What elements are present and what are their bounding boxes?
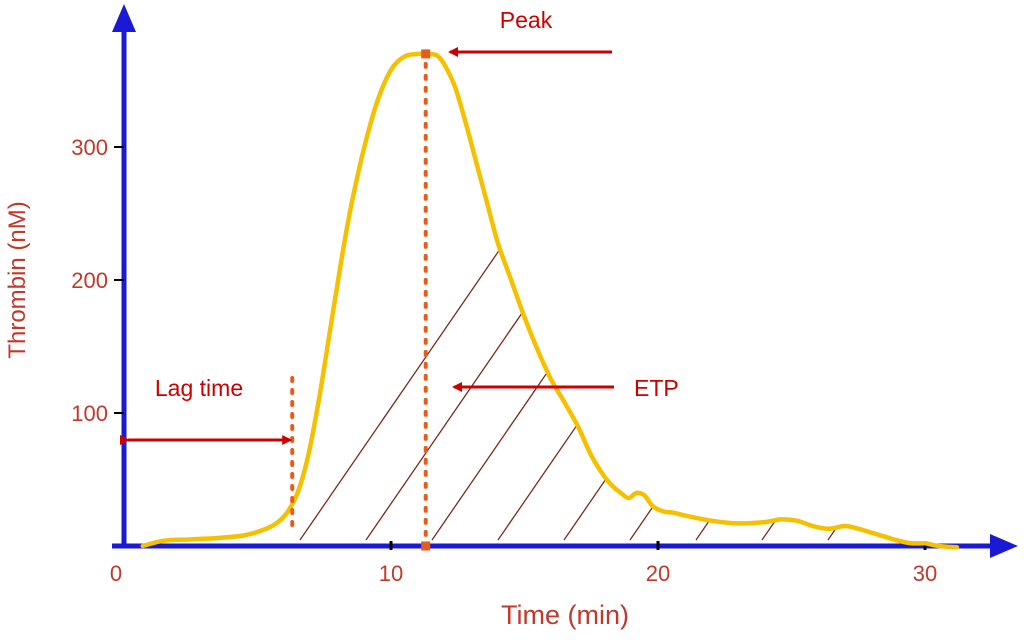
x-tick-label: 30 bbox=[913, 561, 937, 586]
etp-hatch-line bbox=[761, 59, 958, 541]
thrombin-curve bbox=[140, 51, 960, 550]
etp-hatch-line bbox=[563, 59, 895, 541]
etp-hatch-line bbox=[299, 59, 631, 541]
etp-hatch-line bbox=[827, 59, 958, 541]
etp-label: ETP bbox=[634, 375, 679, 401]
x-axis-arrowhead bbox=[990, 534, 1018, 558]
y-tick-label: 300 bbox=[71, 135, 108, 160]
etp-hatch-line bbox=[365, 59, 697, 541]
peak-top-marker bbox=[421, 49, 431, 59]
x-ticks: 0 10 20 30 bbox=[110, 541, 937, 586]
y-axis-label: Thrombin (nM) bbox=[4, 201, 31, 358]
etp-hatch-line bbox=[497, 59, 829, 541]
etp-hatch-line bbox=[695, 59, 958, 541]
peak-label: Peak bbox=[500, 7, 553, 33]
y-tick-label: 200 bbox=[71, 268, 108, 293]
y-tick-label: 100 bbox=[71, 401, 108, 426]
peak-bottom-marker bbox=[421, 541, 431, 551]
x-axis-label: Time (min) bbox=[501, 600, 629, 630]
x-tick-label: 0 bbox=[110, 561, 122, 586]
etp-hatch-area bbox=[299, 59, 958, 541]
x-tick-label: 10 bbox=[379, 561, 403, 586]
y-axis-arrowhead bbox=[112, 4, 136, 32]
lag-time-label: Lag time bbox=[155, 375, 243, 401]
y-ticks: 100 200 300 bbox=[71, 135, 124, 426]
x-tick-label: 20 bbox=[646, 561, 670, 586]
etp-hatch-line bbox=[629, 59, 958, 541]
axes bbox=[112, 4, 1018, 558]
